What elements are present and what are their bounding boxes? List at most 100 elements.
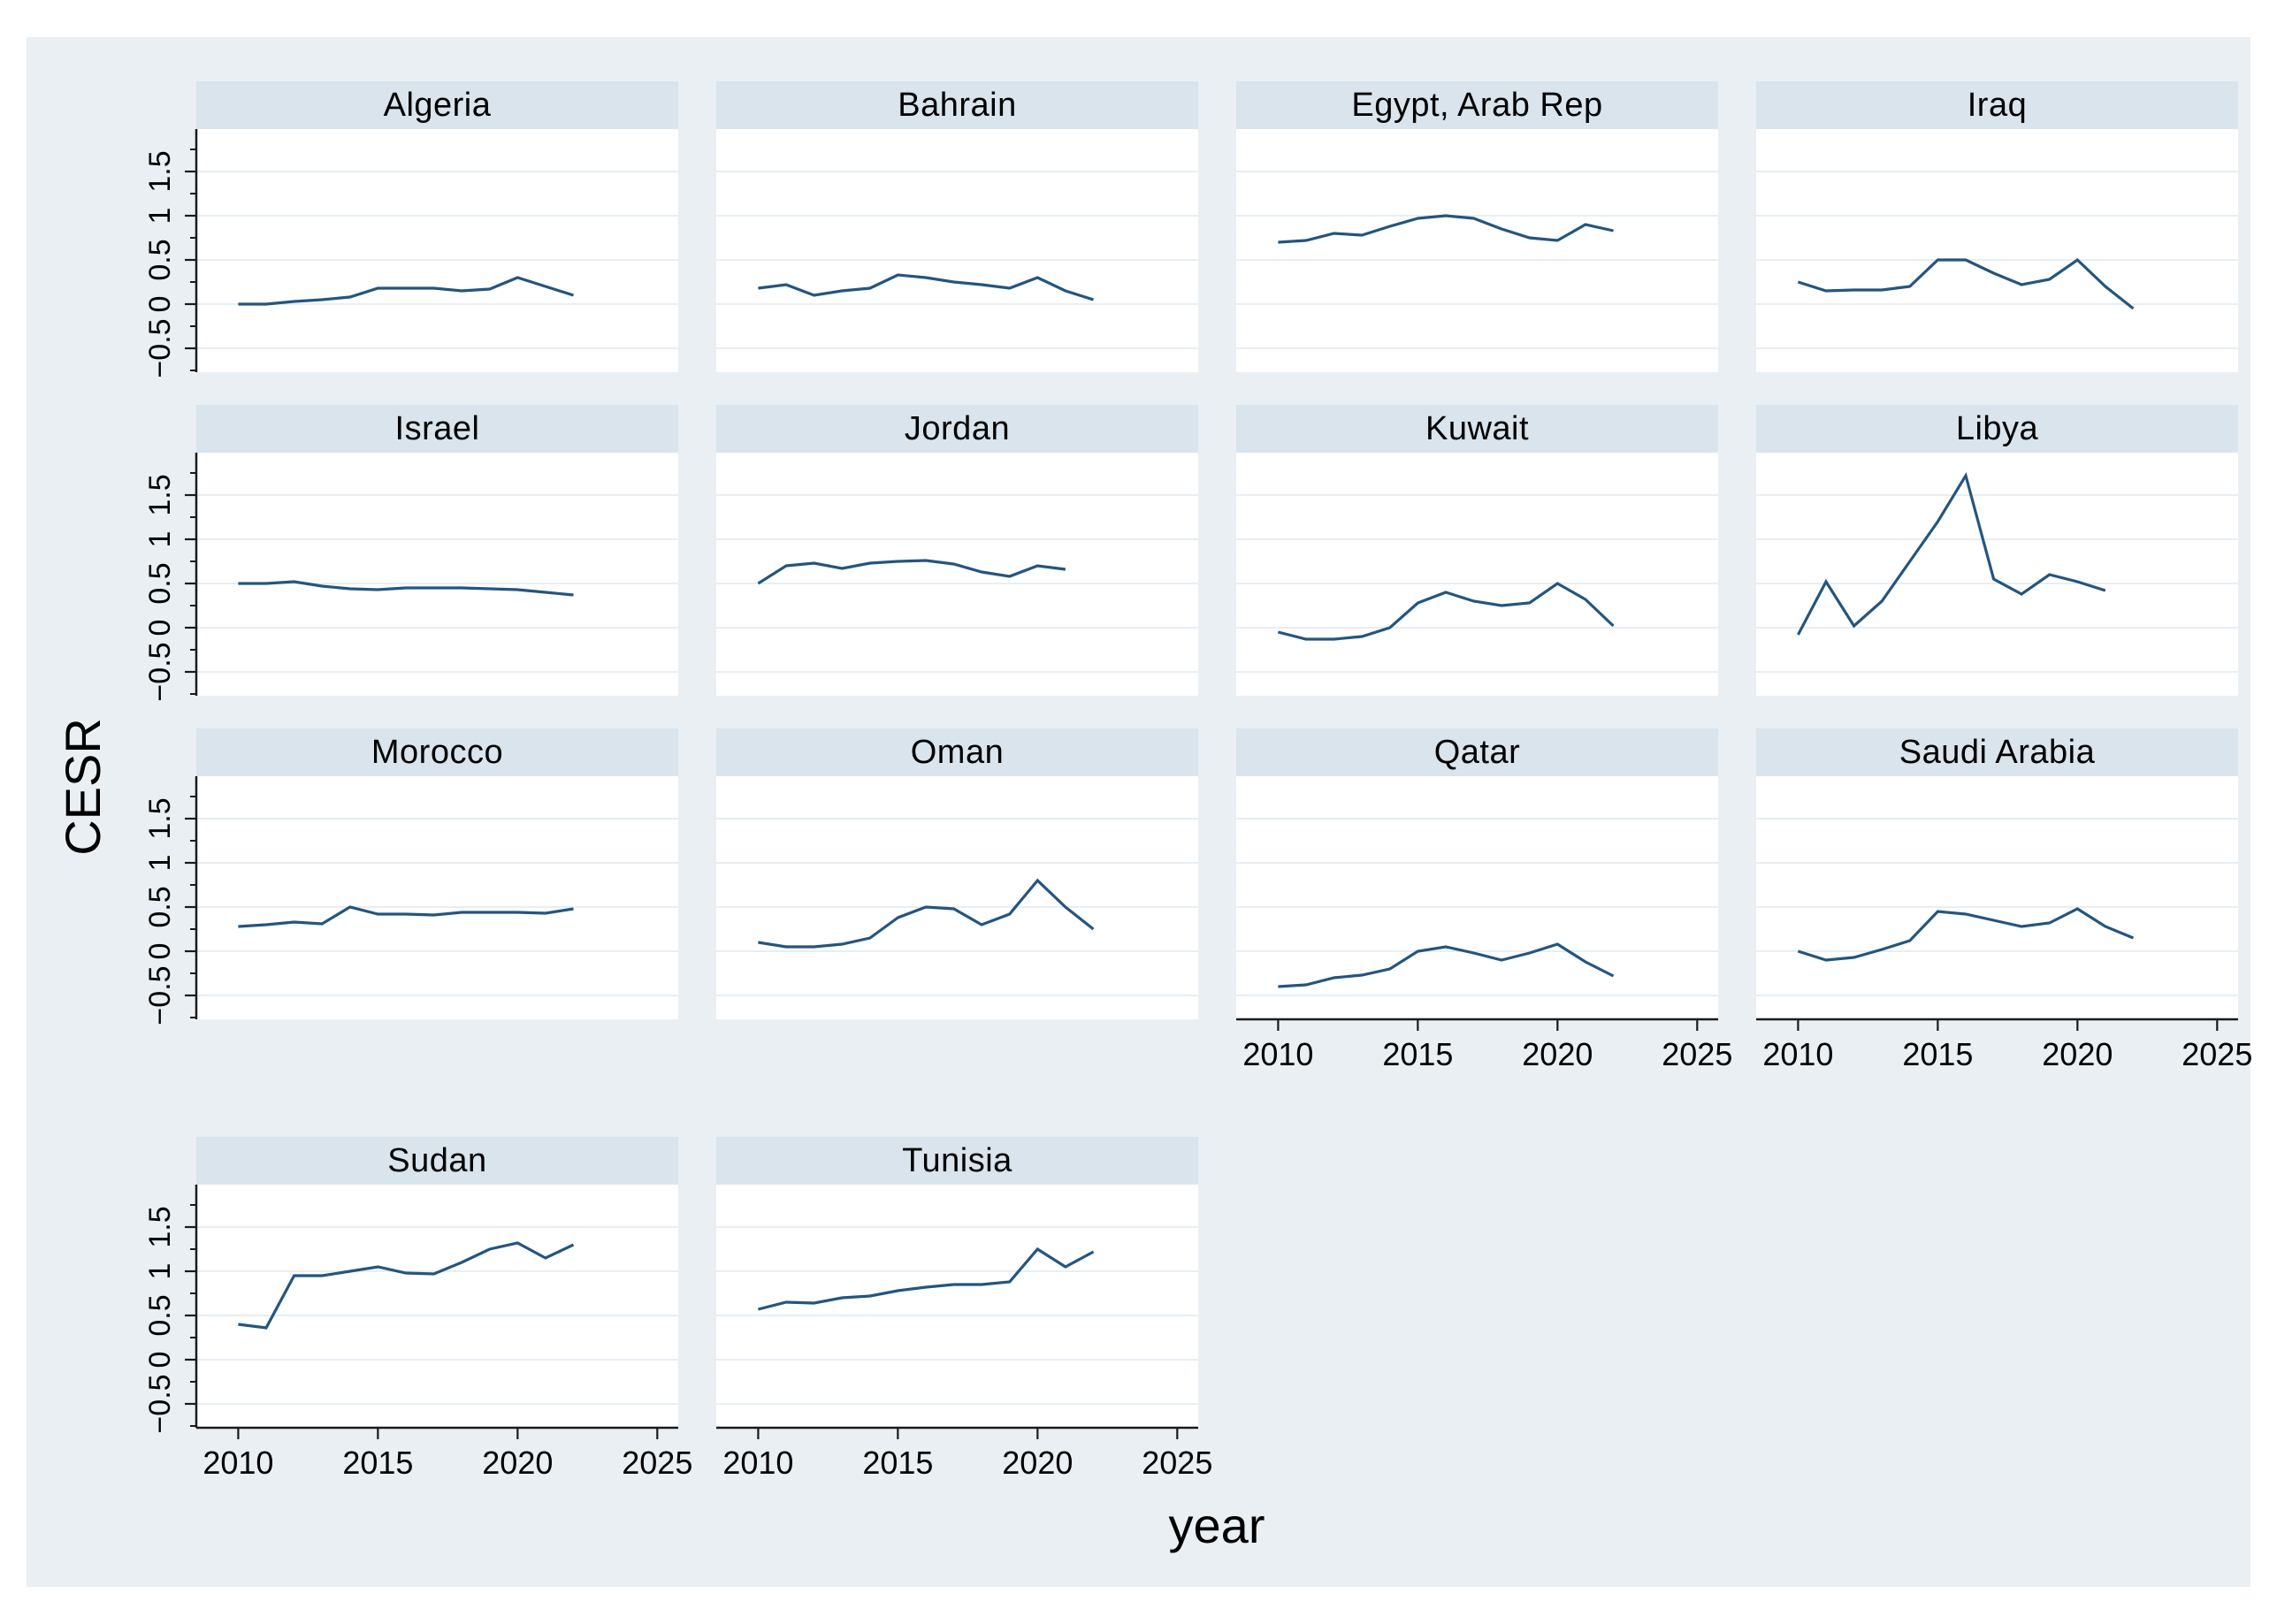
y-tick-label: 1.5: [143, 797, 177, 839]
panel-title: Tunisia: [902, 1141, 1012, 1179]
panel-svg: −0.5 0 0.5 1 1.5: [143, 129, 678, 378]
panel-plot-area: [1236, 453, 1718, 696]
panel-svg: [1236, 494, 1718, 673]
panel-header: Egypt, Arab Rep: [1236, 81, 1718, 129]
panel-svg: 2010 2015 2020 2025: [1236, 818, 1732, 1072]
chart-panel: Iraq: [1756, 81, 2238, 372]
chart-panel: Oman: [716, 728, 1198, 1019]
panel-title: Algeria: [383, 86, 492, 124]
x-tick-label: 2015: [1902, 1036, 1973, 1072]
panel-svg: [1756, 471, 2238, 673]
y-tick-label: 0: [143, 943, 177, 960]
panel-plot-area: [716, 776, 1198, 1019]
x-tick-label: 2015: [862, 1445, 933, 1481]
y-tick-label: −0.5: [143, 318, 177, 377]
series-line: [1278, 582, 1615, 641]
x-tick-label: 2020: [2042, 1036, 2113, 1072]
y-tick-label: 0.5: [143, 1294, 177, 1336]
panel-header: Oman: [716, 728, 1198, 776]
panel-title: Egypt, Arab Rep: [1351, 86, 1603, 124]
x-tick-label: 2010: [202, 1445, 273, 1481]
series-line: [758, 1247, 1095, 1311]
chart-panel: Israel −0.5 0 0.5 1 1.5: [143, 405, 678, 702]
panel-svg: [1756, 171, 2238, 349]
chart-panel: Saudi Arabia 2010 2015 2020 2025: [1756, 728, 2252, 1072]
panel-plot-area: −0.5 0 0.5 1 1.5: [143, 453, 678, 702]
panel-plot-area: [1756, 453, 2238, 696]
panel-svg: −0.5 0 0.5 1 1.5: [143, 776, 678, 1025]
panel-header: Iraq: [1756, 81, 2238, 129]
panel-svg: 2010 2015 2020 2025: [1756, 818, 2252, 1072]
panel-svg: [1236, 171, 1718, 349]
panel-header: Morocco: [196, 728, 678, 776]
chart-panel: Kuwait: [1236, 405, 1718, 696]
x-tick-label: 2010: [1242, 1036, 1313, 1072]
panel-plot-area: 2010 2015 2020 2025: [716, 1185, 1212, 1481]
panel-title: Morocco: [371, 733, 504, 771]
y-tick-label: 1.5: [143, 1206, 177, 1247]
x-tick-label: 2010: [1762, 1036, 1833, 1072]
x-tick-label: 2015: [342, 1445, 413, 1481]
x-tick-label: 2025: [622, 1445, 692, 1481]
x-tick-label: 2025: [1662, 1036, 1732, 1072]
series-line: [238, 1241, 575, 1330]
panel-svg: −0.5 0 0.5 1 1.5 2010 2015 2020 2025: [143, 1185, 692, 1481]
series-line: [758, 273, 1094, 301]
panel-title: Sudan: [387, 1141, 487, 1179]
panel-title: Saudi Arabia: [1899, 733, 2096, 771]
y-tick-label: 0.5: [143, 562, 177, 604]
series-line: [1278, 942, 1615, 988]
panel-header: Bahrain: [716, 81, 1198, 129]
chart-panel: Sudan −0.5 0 0.5 1 1.5 2010 2015 2020 2025: [143, 1137, 692, 1481]
series-line: [1278, 214, 1614, 244]
panel-plot-area: 2010 2015 2020 2025: [1236, 776, 1732, 1072]
panel-header: Qatar: [1236, 728, 1718, 776]
x-tick-label: 2015: [1382, 1036, 1453, 1072]
panel-svg: [716, 171, 1198, 349]
series-line: [757, 559, 1066, 585]
panel-svg: 2010 2015 2020 2025: [716, 1226, 1212, 1481]
y-tick-label: 1.5: [143, 150, 177, 192]
panel-svg: −0.5 0 0.5 1 1.5: [143, 453, 678, 702]
series-line: [1797, 257, 2135, 310]
panel-title: Qatar: [1433, 733, 1521, 771]
series-line: [238, 905, 574, 928]
y-tick-label: 0: [143, 620, 177, 637]
chart-panel: Algeria −0.5 0 0.5 1 1.5: [143, 81, 678, 378]
x-tick-label: 2020: [1002, 1445, 1073, 1481]
x-tick-label: 2010: [722, 1445, 793, 1481]
y-tick-label: 1: [143, 1263, 177, 1280]
y-tick-label: 0: [143, 1352, 177, 1369]
series-line: [1797, 907, 2135, 962]
panel-svg: [716, 494, 1198, 673]
series-line: [1796, 471, 2106, 636]
x-tick-label: 2025: [2181, 1036, 2252, 1072]
x-tick-label: 2020: [482, 1445, 553, 1481]
x-axis-title: year: [1168, 1498, 1265, 1553]
panel-plot-area: [716, 129, 1198, 372]
panel-header: Tunisia: [716, 1137, 1198, 1185]
y-tick-label: 0.5: [143, 239, 177, 280]
panel-title: Bahrain: [898, 86, 1017, 124]
panel-header: Saudi Arabia: [1756, 728, 2238, 776]
x-tick-label: 2020: [1522, 1036, 1593, 1072]
panel-title: Iraq: [1967, 86, 2028, 124]
panel-header: Kuwait: [1236, 405, 1718, 453]
y-tick-label: 0.5: [143, 886, 177, 927]
y-tick-label: −0.5: [143, 1374, 177, 1433]
y-tick-label: 0: [143, 296, 177, 313]
panel-header: Libya: [1756, 405, 2238, 453]
panel-header: Jordan: [716, 405, 1198, 453]
panel-title: Oman: [910, 733, 1005, 771]
y-tick-label: −0.5: [143, 642, 177, 701]
chart-panel: Qatar 2010 2015 2020 2025: [1236, 728, 1732, 1072]
series-line: [238, 580, 574, 597]
y-tick-label: −0.5: [143, 965, 177, 1025]
y-tick-label: 1: [143, 855, 177, 872]
chart-panel: Morocco −0.5 0 0.5 1 1.5: [143, 728, 678, 1025]
chart-panel: Egypt, Arab Rep: [1236, 81, 1718, 372]
panel-plot-area: 2010 2015 2020 2025: [1756, 776, 2252, 1072]
panel-plot-area: −0.5 0 0.5 1 1.5: [143, 129, 678, 378]
chart-panel: Tunisia 2010 2015 2020 2025: [716, 1137, 1212, 1481]
panel-plot-area: −0.5 0 0.5 1 1.5: [143, 776, 678, 1025]
